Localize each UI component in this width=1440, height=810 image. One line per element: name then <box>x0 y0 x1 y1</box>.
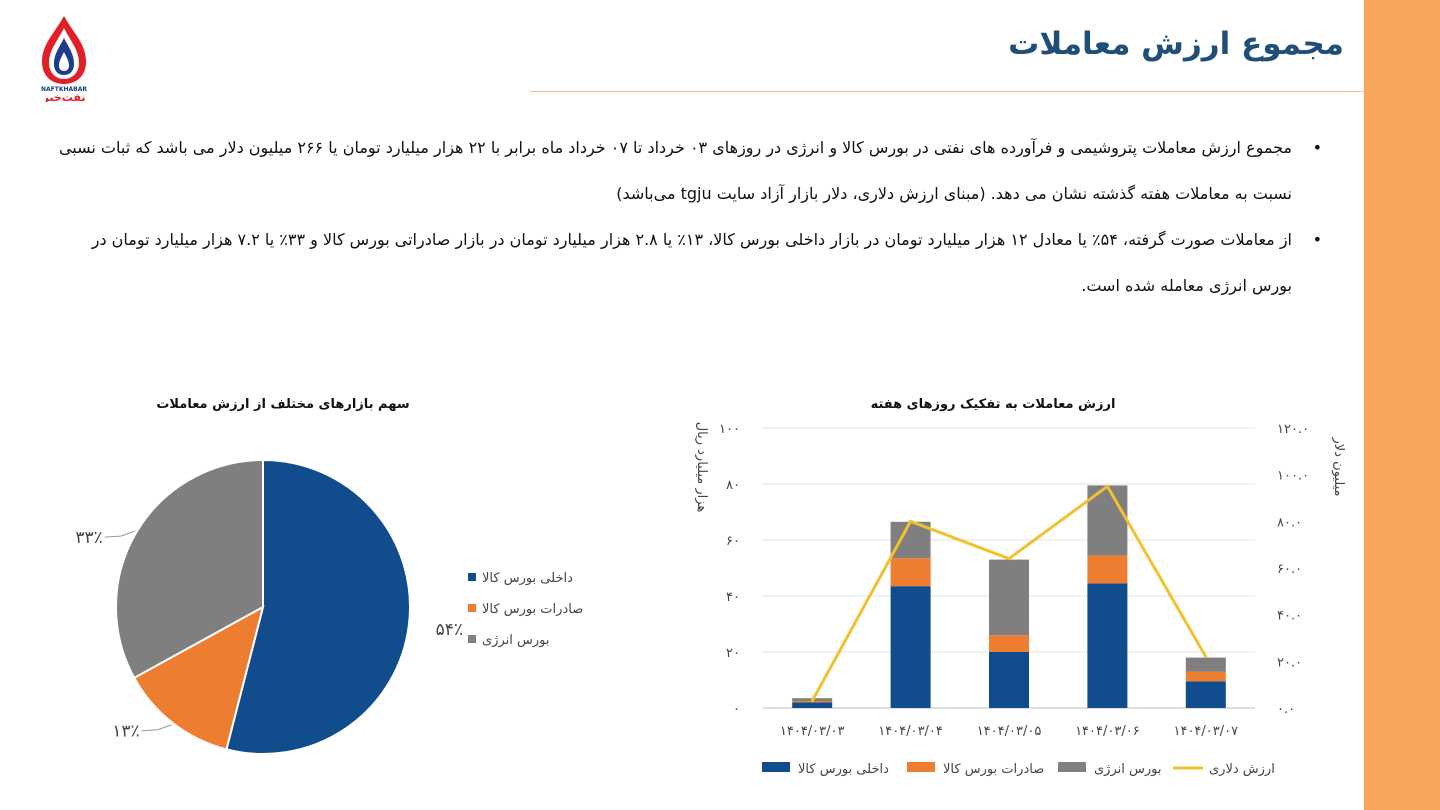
bar-1-series-1 <box>890 558 931 587</box>
pie-data-label-1: ۱۳٪ <box>112 722 139 742</box>
y2-tick-label-6: ۱۲۰.۰ <box>1277 422 1309 437</box>
x-tick-label-2: ۱۴۰۴/۰۳/۰۵ <box>977 724 1042 739</box>
bar-chart-title: ارزش معاملات به تفکیک روزهای هفته <box>871 397 1116 412</box>
bar-4-series-0 <box>1185 681 1226 708</box>
page-title: مجموع ارزش معاملات <box>1008 26 1344 62</box>
pie-data-label-2: ۳۳٪ <box>75 528 102 548</box>
bar-legend-label-0: داخلی بورس کالا <box>798 762 889 777</box>
pie-legend-label-2: بورس انرژی <box>482 633 549 648</box>
accent-side-band <box>1364 0 1440 810</box>
bullet-total-value: مجموع ارزش معاملات پتروشیمی و فرآورده ها… <box>54 125 1330 217</box>
y-tick-label-5: ۱۰۰ <box>719 422 740 437</box>
pie-leader-line-1 <box>141 724 172 732</box>
x-tick-label-4: ۱۴۰۴/۰۳/۰۷ <box>1173 724 1238 739</box>
usd-line-point-0 <box>810 699 814 703</box>
summary-bullets: مجموع ارزش معاملات پتروشیمی و فرآورده ها… <box>54 125 1330 309</box>
pie-leader-line-2 <box>104 530 135 538</box>
pie-legend-swatch-1 <box>468 604 476 612</box>
bar-0-series-0 <box>792 702 833 708</box>
bar-1-series-0 <box>890 586 931 708</box>
y2-tick-label-4: ۸۰.۰ <box>1277 515 1302 530</box>
x-tick-label-1: ۱۴۰۴/۰۳/۰۴ <box>878 724 943 739</box>
y2-tick-label-5: ۱۰۰.۰ <box>1277 469 1309 484</box>
pie-legend-label-0: داخلی بورس کالا <box>482 571 573 586</box>
bar-legend-label-2: بورس انرژی <box>1094 762 1161 777</box>
pie-chart-title: سهم بازارهای مختلف از ارزش معاملات <box>156 397 409 412</box>
usd-line-point-4 <box>1204 655 1208 659</box>
y-axis-label: هزار میلیارد ریال <box>694 422 709 513</box>
pie-data-label-0: ۵۴٪ <box>436 620 463 640</box>
bar-2-series-0 <box>989 652 1029 708</box>
x-tick-label-0: ۱۴۰۴/۰۳/۰۳ <box>780 724 845 739</box>
bar-2-series-1 <box>989 635 1029 652</box>
y2-tick-label-1: ۲۰.۰ <box>1277 655 1302 670</box>
pie-slice-0 <box>225 458 411 755</box>
pie-legend-swatch-2 <box>468 635 476 643</box>
bar-3-series-0 <box>1087 583 1128 708</box>
bullet-market-share: از معاملات صورت گرفته، ۵۴٪ یا معادل ۱۲ ه… <box>54 217 1330 309</box>
pie-slice-2 <box>115 458 264 680</box>
x-tick-label-3: ۱۴۰۴/۰۳/۰۶ <box>1075 724 1140 739</box>
naftkhabar-logo: NAFTKHABAR نفت‌خبر <box>41 16 87 102</box>
y-tick-label-2: ۴۰ <box>726 590 740 605</box>
y2-tick-label-2: ۴۰.۰ <box>1277 609 1302 624</box>
pie-legend-swatch-0 <box>468 573 476 581</box>
bar-4-series-1 <box>1185 671 1226 682</box>
bar-2-series-2 <box>989 559 1029 636</box>
y-tick-label-1: ۲۰ <box>726 646 740 661</box>
y2-axis-label: میلیون دلار <box>1331 437 1346 497</box>
daily-value-bar-chart: ارزش معاملات به تفکیک روزهای هفته هزار م… <box>694 397 1346 777</box>
bar-legend-label-3: ارزش دلاری <box>1209 762 1275 777</box>
pie-slice-1 <box>132 605 265 751</box>
y-tick-label-3: ۶۰ <box>726 534 740 549</box>
y-tick-label-0: ۰ <box>733 702 740 717</box>
svg-text:نفت‌خبر: نفت‌خبر <box>42 91 86 102</box>
title-divider <box>530 91 1364 92</box>
svg-text:NAFTKHABAR: NAFTKHABAR <box>41 86 87 93</box>
market-share-pie-chart: سهم بازارهای مختلف از ارزش معاملات ۵۴٪ ۱۳… <box>75 397 583 755</box>
bar-legend-swatch-2 <box>1058 762 1086 772</box>
bar-legend-swatch-0 <box>762 762 790 772</box>
y2-tick-label-0: ۰.۰ <box>1277 702 1295 717</box>
usd-line-point-3 <box>1105 484 1109 488</box>
y2-tick-label-3: ۶۰.۰ <box>1277 562 1302 577</box>
bar-legend-swatch-1 <box>907 762 935 772</box>
bar-legend-label-1: صادرات بورس کالا <box>943 762 1044 777</box>
bar-4-series-2 <box>1185 657 1226 672</box>
y-tick-label-4: ۸۰ <box>726 478 740 493</box>
pie-legend-label-1: صادرات بورس کالا <box>482 602 583 617</box>
bar-3-series-1 <box>1087 555 1128 584</box>
usd-line-point-1 <box>909 519 913 523</box>
usd-line-point-2 <box>1007 557 1011 561</box>
